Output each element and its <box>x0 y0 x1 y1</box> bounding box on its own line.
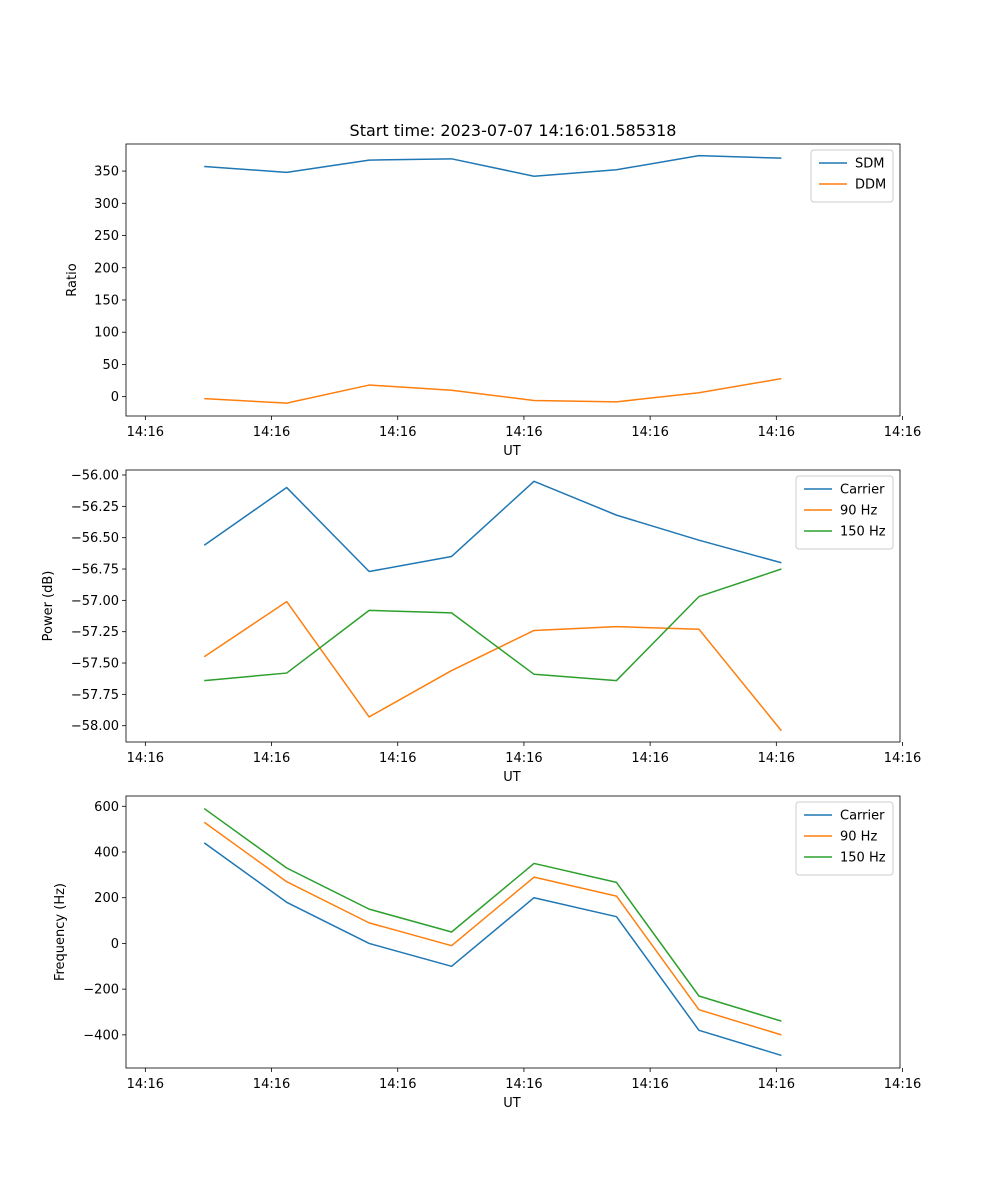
y-tick-label: −57.50 <box>71 657 119 672</box>
legend-label: 150 Hz <box>840 525 886 540</box>
series-line-sdm <box>204 154 782 177</box>
x-tick-label: 14:16 <box>379 425 416 440</box>
y-tick-label: −57.75 <box>71 688 119 703</box>
x-tick-label: 14:16 <box>127 425 164 440</box>
series-line-ddm <box>204 377 782 404</box>
axes-frame <box>125 795 901 1069</box>
x-tick-label: 14:16 <box>758 425 795 440</box>
y-tick-label: −400 <box>83 1028 119 1043</box>
x-tick-label: 14:16 <box>379 1077 416 1092</box>
axes-frame <box>125 143 901 417</box>
x-tick-label: 14:16 <box>884 751 921 766</box>
y-tick-label: 200 <box>94 261 119 276</box>
x-tick-label: 14:16 <box>631 425 668 440</box>
x-axis-label: UT <box>503 1096 521 1111</box>
x-tick-label: 14:16 <box>884 1077 921 1092</box>
y-tick-label: −57.00 <box>71 594 119 609</box>
series-line-90-hz <box>203 821 782 1036</box>
series-line-150-hz <box>203 807 782 1022</box>
legend-label: 90 Hz <box>840 830 877 845</box>
y-tick-label: 0 <box>111 937 119 952</box>
legend-label: SDM <box>855 157 884 172</box>
legend-label: DDM <box>855 178 886 193</box>
y-tick-label: 100 <box>94 326 119 341</box>
y-tick-label: −56.75 <box>71 563 119 578</box>
series-line-carrier <box>203 480 782 573</box>
y-tick-label: 400 <box>94 846 119 861</box>
frequency-panel: 14:16 14:16 14:16 14:16 14:16 14:16 14:16 −400 −… <box>53 795 921 1111</box>
y-tick-label: 200 <box>94 891 119 906</box>
y-axis-label: Frequency (Hz) <box>53 883 68 981</box>
legend-label: 90 Hz <box>840 504 877 519</box>
y-tick-label: 0 <box>111 390 119 405</box>
y-tick-label: −56.00 <box>71 469 119 484</box>
legend: SDM DDM <box>810 149 894 203</box>
y-tick-label: −200 <box>83 983 119 998</box>
series-line-carrier <box>203 842 782 1057</box>
x-tick-label: 14:16 <box>505 751 542 766</box>
x-tick-label: 14:16 <box>884 425 921 440</box>
x-tick-label: 14:16 <box>758 751 795 766</box>
x-tick-label: 14:16 <box>505 425 542 440</box>
x-axis-label: UT <box>503 444 521 459</box>
x-tick-label: 14:16 <box>379 751 416 766</box>
series-line-150-hz <box>204 568 782 682</box>
x-tick-label: 14:16 <box>631 751 668 766</box>
y-tick-label: 600 <box>94 800 119 815</box>
power-panel: 14:16 14:16 14:16 14:16 14:16 14:16 14:16 −58.0… <box>41 469 921 785</box>
chart-title: Start time: 2023-07-07 14:16:01.585318 <box>350 121 677 140</box>
x-axis-label: UT <box>503 770 521 785</box>
legend-label: 150 Hz <box>840 851 886 866</box>
y-tick-label: 300 <box>94 197 119 212</box>
legend: Carrier 90 Hz 150 Hz <box>795 801 894 876</box>
y-tick-label: −57.25 <box>71 625 119 640</box>
x-tick-label: 14:16 <box>253 1077 290 1092</box>
x-tick-label: 14:16 <box>758 1077 795 1092</box>
y-tick-label: 50 <box>102 358 119 373</box>
y-tick-label: 150 <box>94 293 119 308</box>
x-tick-label: 14:16 <box>505 1077 542 1092</box>
y-tick-label: −58.00 <box>71 719 119 734</box>
y-tick-label: 250 <box>94 229 119 244</box>
x-tick-label: 14:16 <box>127 1077 164 1092</box>
series-line-90-hz <box>203 600 782 732</box>
legend: Carrier 90 Hz 150 Hz <box>795 475 894 550</box>
y-tick-label: −56.25 <box>71 500 119 515</box>
axes-frame <box>125 469 901 743</box>
x-tick-label: 14:16 <box>253 751 290 766</box>
x-tick-label: 14:16 <box>127 751 164 766</box>
y-tick-label: −56.50 <box>71 531 119 546</box>
legend-label: Carrier <box>840 483 885 498</box>
ratio-panel: 14:16 14:16 14:16 14:16 14:16 14:16 14:16 0 50 10… <box>65 143 921 459</box>
legend-label: Carrier <box>840 809 885 824</box>
y-tick-label: 350 <box>94 165 119 180</box>
y-axis-label: Ratio <box>65 263 80 296</box>
x-tick-label: 14:16 <box>631 1077 668 1092</box>
y-axis-label: Power (dB) <box>41 571 56 642</box>
x-tick-label: 14:16 <box>253 425 290 440</box>
